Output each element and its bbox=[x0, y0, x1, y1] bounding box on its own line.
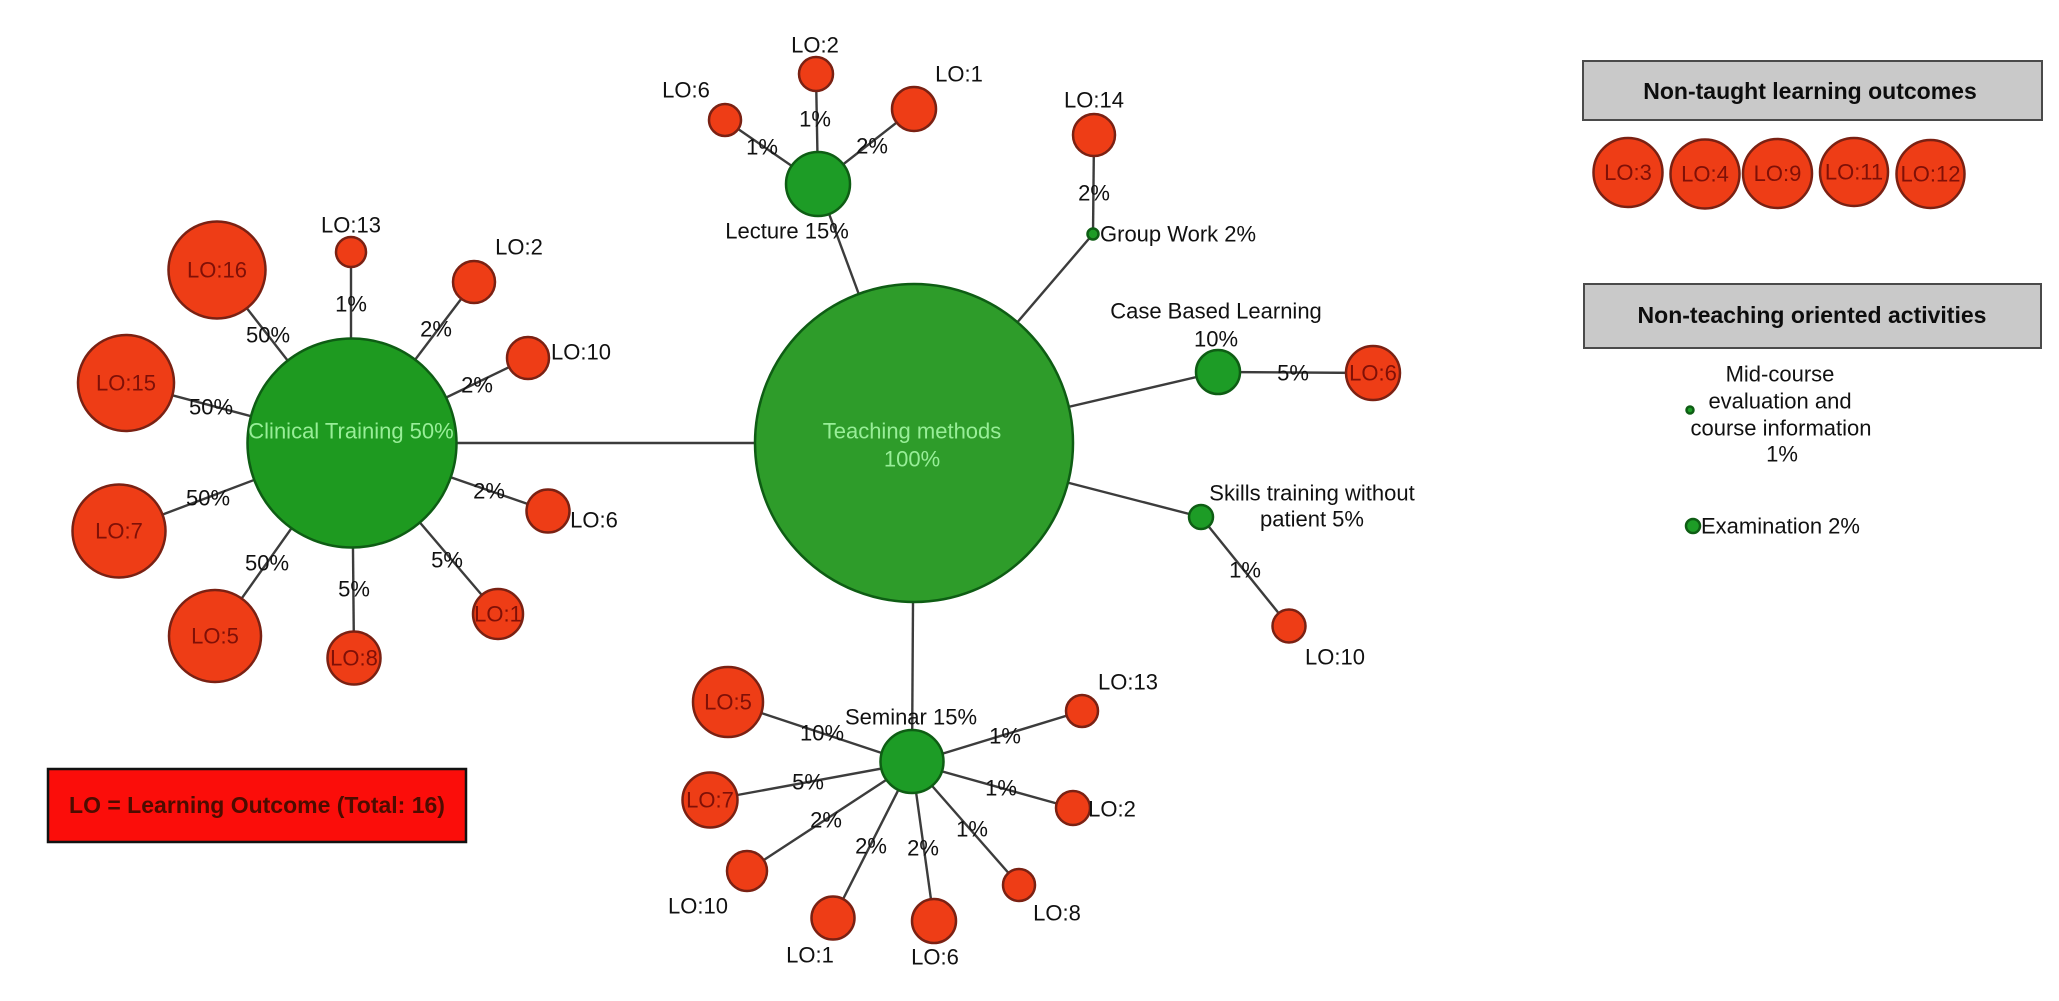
svg-text:Seminar 15%: Seminar 15% bbox=[845, 705, 977, 730]
svg-text:1%: 1% bbox=[335, 292, 367, 317]
svg-text:LO:12: LO:12 bbox=[1901, 162, 1961, 187]
svg-text:evaluation and: evaluation and bbox=[1708, 389, 1851, 414]
svg-text:10%: 10% bbox=[800, 721, 844, 746]
svg-text:LO:8: LO:8 bbox=[330, 646, 378, 671]
svg-text:LO:1: LO:1 bbox=[474, 602, 522, 627]
svg-text:Examination 2%: Examination 2% bbox=[1701, 514, 1860, 539]
svg-text:50%: 50% bbox=[186, 486, 230, 511]
svg-text:LO:6: LO:6 bbox=[662, 78, 710, 103]
svg-text:course information: course information bbox=[1691, 416, 1872, 441]
svg-text:100%: 100% bbox=[884, 447, 940, 472]
svg-text:50%: 50% bbox=[189, 395, 233, 420]
svg-text:2%: 2% bbox=[461, 373, 493, 398]
svg-text:LO:6: LO:6 bbox=[570, 508, 618, 533]
svg-text:LO = Learning Outcome (Total:: LO = Learning Outcome (Total: 16) bbox=[69, 792, 445, 818]
svg-text:2%: 2% bbox=[473, 479, 505, 504]
svg-text:LO:1: LO:1 bbox=[935, 62, 983, 87]
svg-text:LO:8: LO:8 bbox=[1033, 901, 1081, 926]
svg-text:1%: 1% bbox=[746, 135, 778, 160]
svg-text:LO:1: LO:1 bbox=[786, 943, 834, 968]
svg-text:LO:10: LO:10 bbox=[551, 340, 611, 365]
svg-text:LO:5: LO:5 bbox=[704, 690, 752, 715]
svg-text:LO:6: LO:6 bbox=[911, 945, 959, 970]
svg-text:LO:10: LO:10 bbox=[1305, 645, 1365, 670]
svg-text:LO:11: LO:11 bbox=[1825, 160, 1883, 185]
svg-text:LO:14: LO:14 bbox=[1064, 88, 1124, 113]
svg-text:LO:2: LO:2 bbox=[1088, 797, 1136, 822]
svg-text:Teaching methods: Teaching methods bbox=[823, 419, 1002, 444]
svg-text:patient 5%: patient 5% bbox=[1260, 507, 1364, 532]
svg-text:LO:13: LO:13 bbox=[321, 213, 381, 238]
svg-text:Lecture 15%: Lecture 15% bbox=[725, 219, 849, 244]
svg-text:LO:3: LO:3 bbox=[1604, 160, 1652, 185]
svg-text:1%: 1% bbox=[1229, 558, 1261, 583]
svg-text:Mid-course: Mid-course bbox=[1726, 362, 1835, 387]
svg-text:1%: 1% bbox=[989, 724, 1021, 749]
svg-text:LO:16: LO:16 bbox=[187, 258, 247, 283]
svg-text:LO:5: LO:5 bbox=[191, 624, 239, 649]
svg-text:10%: 10% bbox=[1194, 327, 1238, 352]
svg-text:5%: 5% bbox=[431, 548, 463, 573]
svg-text:LO:10: LO:10 bbox=[668, 894, 728, 919]
svg-text:50%: 50% bbox=[246, 323, 290, 348]
svg-text:LO:6: LO:6 bbox=[1349, 361, 1397, 386]
svg-text:LO:7: LO:7 bbox=[95, 519, 143, 544]
svg-text:1%: 1% bbox=[799, 107, 831, 132]
svg-text:LO:2: LO:2 bbox=[495, 235, 543, 260]
svg-text:2%: 2% bbox=[907, 836, 939, 861]
svg-text:50%: 50% bbox=[245, 551, 289, 576]
svg-text:5%: 5% bbox=[792, 770, 824, 795]
svg-text:1%: 1% bbox=[956, 817, 988, 842]
svg-text:LO:15: LO:15 bbox=[96, 371, 156, 396]
svg-text:Non-teaching oriented activiti: Non-teaching oriented activities bbox=[1638, 302, 1987, 328]
svg-text:5%: 5% bbox=[338, 577, 370, 602]
svg-text:Skills training without: Skills training without bbox=[1209, 481, 1414, 506]
svg-text:Non-taught learning outcomes: Non-taught learning outcomes bbox=[1643, 78, 1977, 104]
svg-text:Group Work 2%: Group Work 2% bbox=[1100, 222, 1256, 247]
svg-text:2%: 2% bbox=[1078, 181, 1110, 206]
svg-text:LO:4: LO:4 bbox=[1681, 162, 1729, 187]
svg-text:5%: 5% bbox=[1277, 361, 1309, 386]
svg-text:Case Based Learning: Case Based Learning bbox=[1110, 299, 1322, 324]
svg-text:1%: 1% bbox=[985, 776, 1017, 801]
svg-text:LO:2: LO:2 bbox=[791, 33, 839, 58]
svg-text:2%: 2% bbox=[810, 808, 842, 833]
svg-text:LO:9: LO:9 bbox=[1754, 161, 1802, 186]
svg-text:2%: 2% bbox=[856, 134, 888, 159]
svg-text:2%: 2% bbox=[420, 317, 452, 342]
svg-text:LO:13: LO:13 bbox=[1098, 670, 1158, 695]
svg-text:Clinical Training 50%: Clinical Training 50% bbox=[248, 419, 453, 444]
svg-text:2%: 2% bbox=[855, 834, 887, 859]
svg-text:LO:7: LO:7 bbox=[686, 788, 734, 813]
svg-text:1%: 1% bbox=[1766, 442, 1798, 467]
